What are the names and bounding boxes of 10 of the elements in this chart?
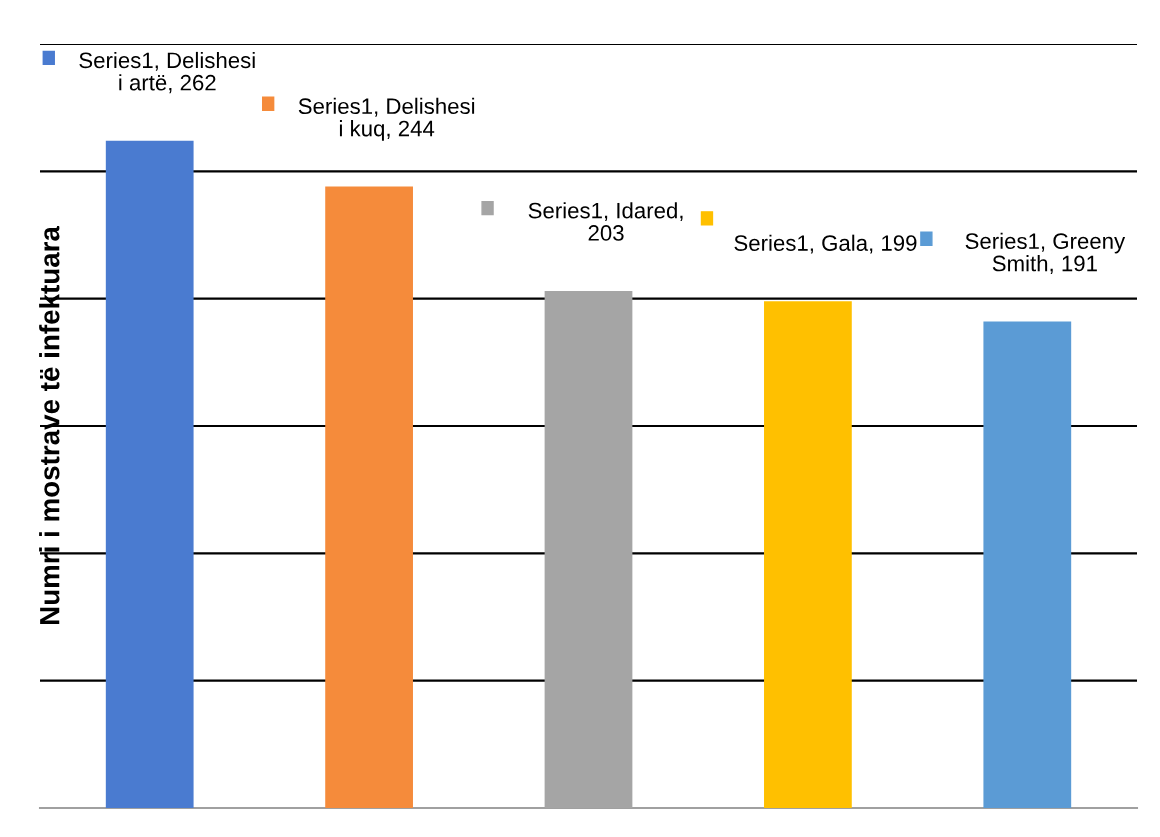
y-axis-title: Numri i mostrave të infektuara bbox=[39, 225, 60, 625]
bar bbox=[983, 321, 1072, 808]
data-label: Series1, Gala, 199 bbox=[734, 234, 917, 254]
data-label: Series1, Delishesi i kuq, 244 bbox=[298, 97, 475, 141]
bar bbox=[325, 186, 413, 808]
bar bbox=[764, 301, 852, 808]
data-label: Series1, Idared, 203 bbox=[528, 202, 683, 241]
data-label: Series1, Delishesi i artë, 262 bbox=[79, 51, 255, 94]
data-label: Series1, Greeny Smith, 191 bbox=[965, 232, 1126, 274]
bar bbox=[105, 140, 194, 808]
